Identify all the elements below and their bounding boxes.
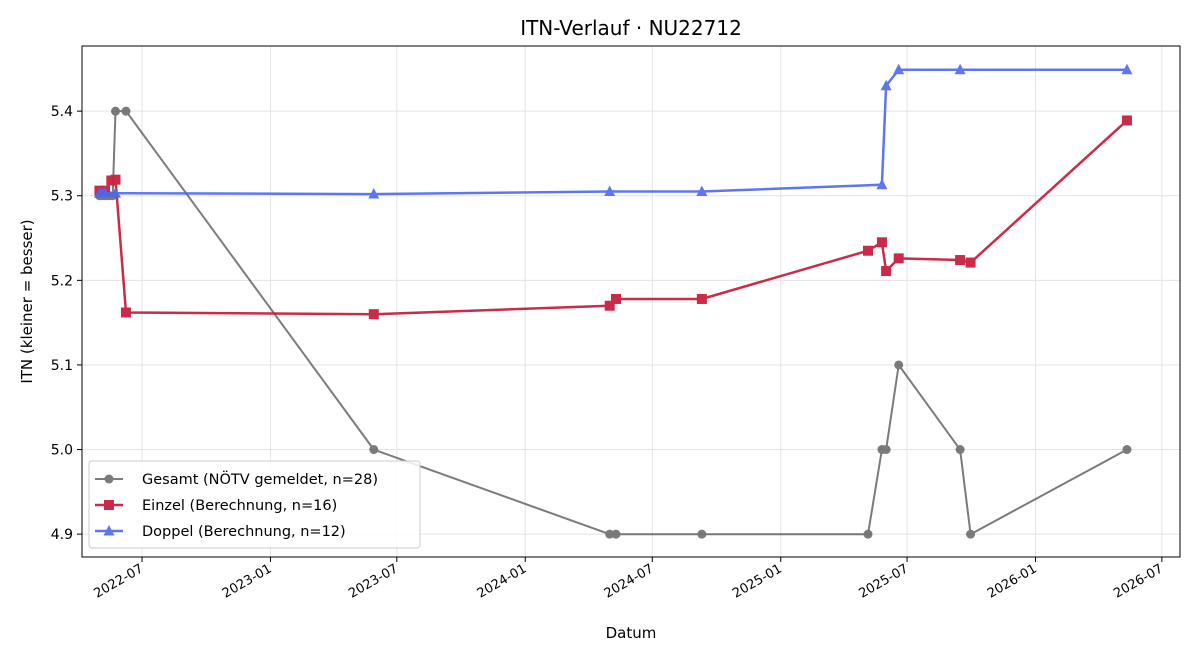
data-point <box>604 185 616 197</box>
data-point <box>954 63 966 75</box>
data-point <box>604 300 615 311</box>
data-point <box>955 255 966 266</box>
data-point <box>696 185 708 197</box>
data-point <box>99 187 111 198</box>
y-tick-label: 5.0 <box>51 443 73 459</box>
data-point <box>893 253 904 264</box>
legend-marker <box>103 525 115 536</box>
data-point <box>862 245 873 256</box>
y-tick-label: 5.2 <box>51 273 73 289</box>
data-point <box>611 529 621 539</box>
chart-title: ITN-Verlauf · NU22712 <box>520 16 742 40</box>
legend: Gesamt (NÖTV gemeldet, n=28) Einzel (Bere… <box>88 460 421 549</box>
data-point <box>876 237 887 248</box>
legend-label: Einzel (Berechnung, n=16) <box>142 498 337 514</box>
series-triangle <box>93 63 1133 199</box>
data-point <box>696 293 707 304</box>
data-point <box>110 174 121 185</box>
legend-item <box>95 474 123 484</box>
series-layer <box>93 63 1133 539</box>
legend-label: Gesamt (NÖTV gemeldet, n=28) <box>142 470 378 488</box>
legend-box <box>88 460 421 549</box>
data-point <box>880 79 892 91</box>
data-point <box>876 178 888 190</box>
legend-marker <box>104 500 114 510</box>
data-point <box>955 445 965 455</box>
x-axis-label: Datum <box>606 624 657 642</box>
data-point <box>893 63 905 75</box>
data-point <box>605 529 615 539</box>
data-point <box>368 309 379 320</box>
data-point <box>121 106 131 116</box>
data-point <box>110 187 122 198</box>
legend-label: Doppel (Berechnung, n=12) <box>142 524 346 540</box>
data-point <box>881 445 891 455</box>
data-point <box>111 106 121 116</box>
data-point <box>863 529 873 539</box>
data-point <box>610 293 621 304</box>
grid-lines <box>82 46 1180 557</box>
y-tick-label: 5.4 <box>51 104 73 120</box>
y-axis: 4.9 5.0 5.1 5.2 5.3 5.4 <box>51 104 82 543</box>
y-axis-label: ITN (kleiner = besser) <box>18 219 36 383</box>
data-point <box>965 257 976 268</box>
data-point <box>881 266 892 277</box>
data-point <box>1122 445 1132 455</box>
data-point <box>369 445 379 455</box>
data-point <box>894 360 904 370</box>
y-tick-label: 4.9 <box>51 527 73 543</box>
plot-frame <box>81 45 1181 558</box>
data-point <box>120 307 131 318</box>
legend-item <box>95 500 123 510</box>
y-tick-label: 5.1 <box>51 358 73 374</box>
legend-item <box>95 525 123 536</box>
data-point <box>697 529 707 539</box>
data-point <box>966 529 976 539</box>
y-tick-label: 5.3 <box>51 189 73 205</box>
data-point <box>368 188 380 199</box>
data-point <box>1121 63 1133 75</box>
legend-marker <box>104 474 114 484</box>
data-point <box>1121 115 1132 126</box>
